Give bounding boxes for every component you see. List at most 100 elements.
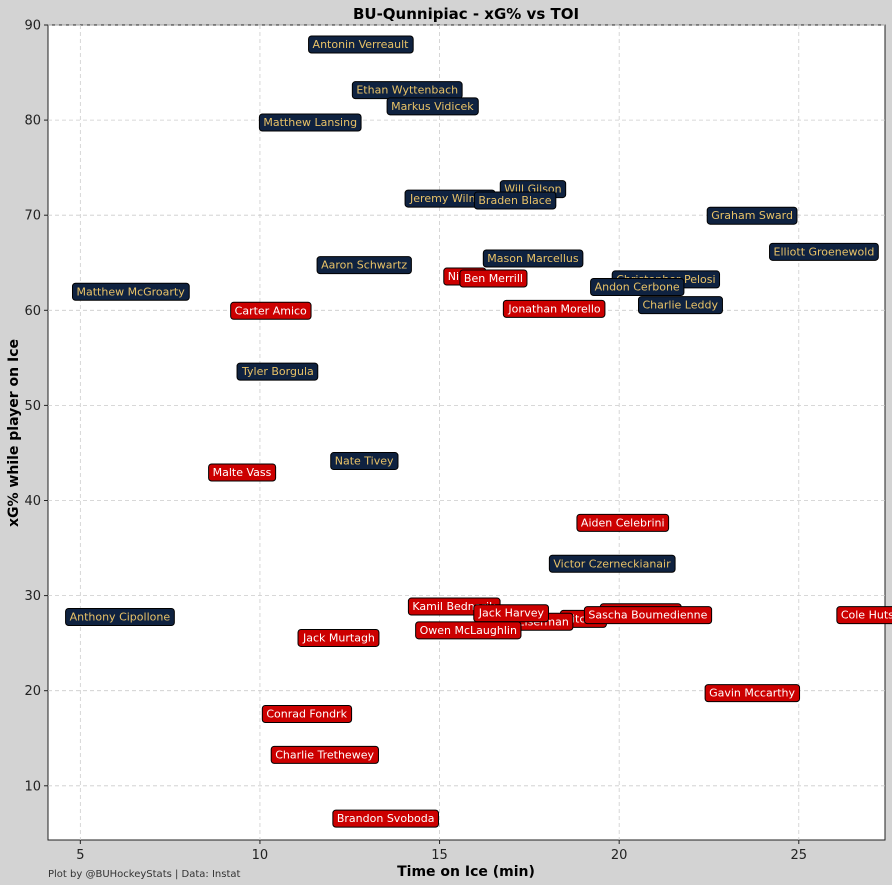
point-label-box xyxy=(548,554,676,573)
data-point: Matthew McGroarty xyxy=(71,282,190,301)
point-label: Anthony Cipollone xyxy=(70,611,171,624)
data-point: Sascha Boumedienne xyxy=(583,606,713,625)
data-point: Andon Cerbone xyxy=(590,278,685,297)
point-label: Charlie Leddy xyxy=(642,299,718,312)
point-label-box xyxy=(583,606,713,625)
point-label-box xyxy=(576,513,670,532)
data-point: Conrad Fondrk xyxy=(261,705,353,724)
data-point: Jack Murtagh xyxy=(297,628,380,647)
point-label: Graham Sward xyxy=(711,209,793,222)
point-label: Carter Amico xyxy=(235,304,307,317)
point-label-box xyxy=(330,452,399,471)
point-label: Ben Merrill xyxy=(464,272,523,285)
data-point: Tyler Borgula xyxy=(236,362,319,381)
point-label-box xyxy=(836,606,892,625)
point-label: Sascha Boumedienne xyxy=(588,609,707,622)
point-label: Matthew Lansing xyxy=(263,116,357,129)
plot-area xyxy=(47,24,886,841)
point-label-box xyxy=(332,809,439,828)
axis-ticks: 5 10 15 20 25 10 20 30 40 50 60 70 80 90 xyxy=(24,19,807,864)
data-point: Ethan Wyttenbach xyxy=(351,81,463,100)
point-label-box xyxy=(308,35,414,54)
point-label: Matthew McGroarty xyxy=(76,285,185,298)
y-tick-label: 80 xyxy=(24,114,41,129)
point-label-box xyxy=(386,97,479,116)
point-label-box xyxy=(270,745,379,764)
point-label-box xyxy=(637,296,723,315)
y-tick-label: 30 xyxy=(24,589,41,604)
point-label-box xyxy=(316,256,412,275)
data-point: Brandon Svoboda xyxy=(332,809,439,828)
point-label: Conrad Fondrk xyxy=(266,708,347,721)
point-label: Aaron Schwartz xyxy=(321,259,407,272)
point-label: Owen McLaughlin xyxy=(420,624,517,637)
point-label: Jonathan Morello xyxy=(507,302,601,315)
point-label: Tyler Borgula xyxy=(241,365,314,378)
point-label: Gavin Mccarthy xyxy=(709,687,795,700)
x-tick-label: 25 xyxy=(791,848,808,863)
data-point: Markus Vidicek xyxy=(386,97,479,116)
point-label-box xyxy=(415,621,522,640)
x-axis-label: Time on Ice (min) xyxy=(397,864,535,880)
point-label-box xyxy=(769,242,879,261)
data-point: Victor Czerneckianair xyxy=(548,554,676,573)
point-label-box xyxy=(482,249,584,268)
data-point: Jeremy Wilmer xyxy=(404,189,496,208)
point-label-box xyxy=(704,684,801,703)
point-label-box xyxy=(208,463,277,482)
data-point: Owen McLaughlin xyxy=(415,621,522,640)
point-label: Ethan Wyttenbach xyxy=(356,84,458,97)
point-label-box xyxy=(590,278,685,297)
data-point: Jonathan Morello xyxy=(502,299,606,318)
data-points: Antonin Verreault Ethan Wyttenbach Markus … xyxy=(65,35,892,828)
data-point: Aaron Schwartz xyxy=(316,256,412,275)
data-point: Cole Hutson xyxy=(836,606,892,625)
point-label: Brandon Svoboda xyxy=(337,812,435,825)
data-point: Gavin Mccarthy xyxy=(704,684,801,703)
point-label-box xyxy=(65,608,175,627)
point-label-box xyxy=(261,705,353,724)
point-label-box xyxy=(473,191,557,210)
x-tick-label: 15 xyxy=(431,848,448,863)
point-label: Jeremy Wilmer xyxy=(409,192,491,205)
data-point: Charlie Leddy xyxy=(637,296,723,315)
data-point: Nate Tivey xyxy=(330,452,399,471)
point-label: Andon Cerbone xyxy=(595,281,680,294)
data-point: Matthew Lansing xyxy=(258,113,362,132)
data-point: Malte Vass xyxy=(208,463,277,482)
chart-title: BU-Qunnipiac - xG% vs TOI xyxy=(353,5,579,23)
grid-lines xyxy=(48,24,885,840)
point-label: Elliott Groenewold xyxy=(774,245,875,258)
y-tick-label: 70 xyxy=(24,209,41,224)
data-point: Graham Sward xyxy=(706,206,798,225)
point-label: Antonin Verreault xyxy=(313,38,410,51)
y-tick-label: 10 xyxy=(24,779,41,794)
point-label: Victor Czerneckianair xyxy=(553,557,671,570)
data-point: Ben Merrill xyxy=(459,269,528,288)
point-label: Cole Hutson xyxy=(841,609,892,622)
data-point: Jack Harvey xyxy=(473,604,549,623)
point-label-box xyxy=(706,206,798,225)
data-point: Mason Marcellus xyxy=(482,249,584,268)
data-point: Carter Amico xyxy=(230,301,312,320)
point-label-box xyxy=(236,362,319,381)
x-tick-label: 10 xyxy=(252,848,269,863)
credit-text: Plot by @BUHockeyStats | Data: Instat xyxy=(48,869,241,880)
data-point: Charlie Trethewey xyxy=(270,745,379,764)
y-tick-label: 40 xyxy=(24,494,41,509)
point-label: Jack Murtagh xyxy=(302,631,375,644)
point-label: Aiden Celebrini xyxy=(581,516,665,529)
point-label: Malte Vass xyxy=(213,466,272,479)
point-label: Mason Marcellus xyxy=(487,252,579,265)
y-tick-label: 50 xyxy=(24,399,41,414)
point-label: Markus Vidicek xyxy=(391,100,474,113)
data-point: Aiden Celebrini xyxy=(576,513,670,532)
point-label-box xyxy=(71,282,190,301)
y-tick-label: 20 xyxy=(24,684,41,699)
point-label-box xyxy=(459,269,528,288)
data-point: Elliott Groenewold xyxy=(769,242,879,261)
y-tick-label: 90 xyxy=(24,19,41,34)
point-label-box xyxy=(297,628,380,647)
point-label: Charlie Trethewey xyxy=(275,748,374,761)
